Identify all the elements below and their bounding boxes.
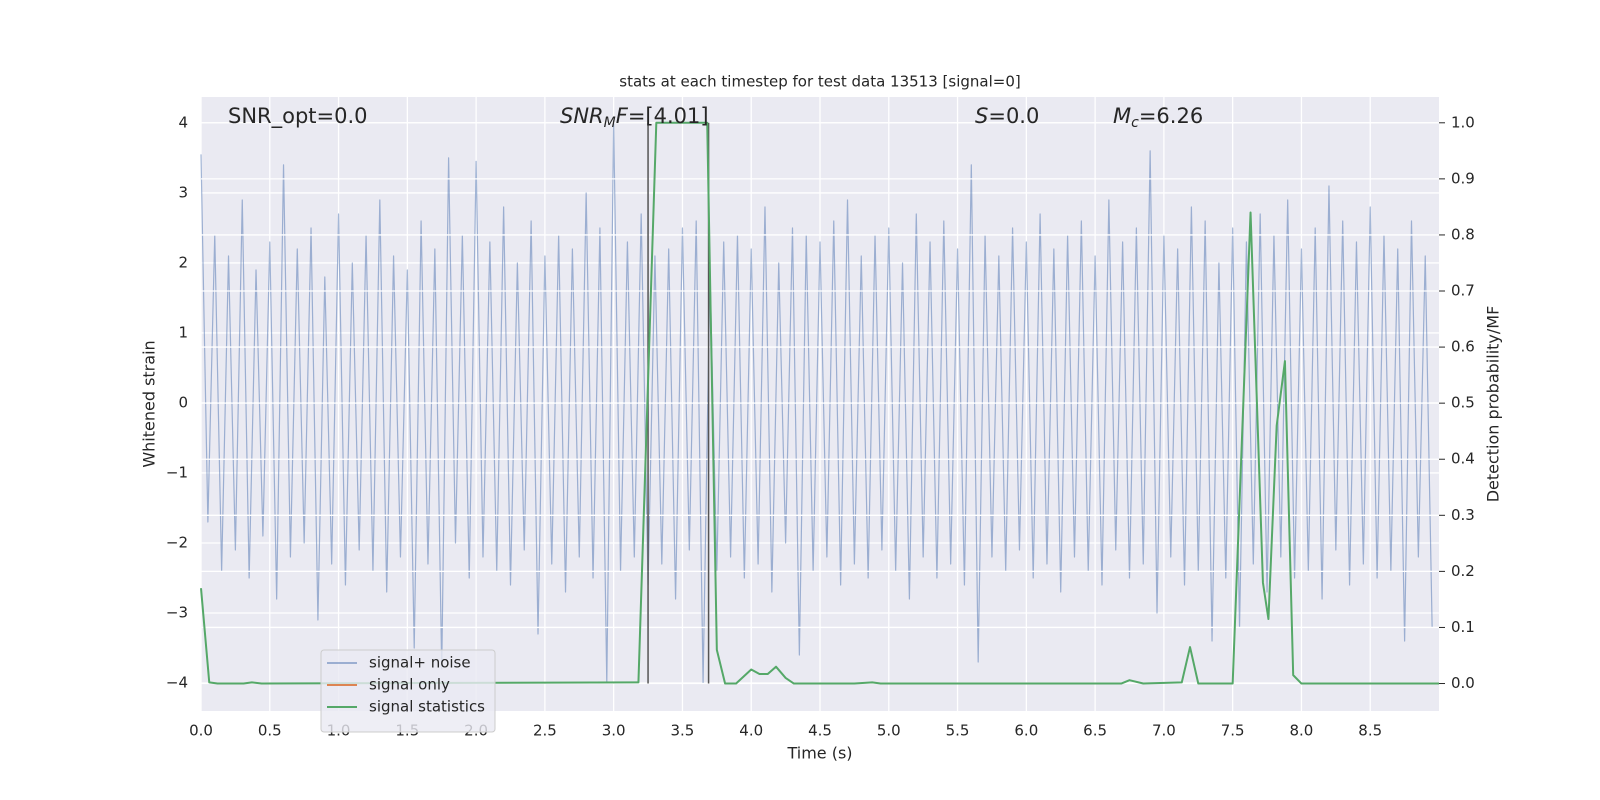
annotation: Mc​=6.26 <box>1113 104 1203 131</box>
x-tick-label: 8.5 <box>1358 722 1382 740</box>
y2-tick-label: 0.9 <box>1451 169 1475 187</box>
y2-tick-label: 0.0 <box>1451 674 1475 692</box>
annotation-italic: SNR <box>560 104 604 128</box>
annotation-italic: S <box>975 104 988 128</box>
legend-label: signal+ noise <box>369 654 471 672</box>
annotation-italic: F <box>616 104 629 128</box>
y2-tick-label: 0.1 <box>1451 618 1475 636</box>
x-tick-label: 7.5 <box>1221 722 1245 740</box>
y2-tick-label: 0.6 <box>1451 338 1475 356</box>
annotation-text: =0.0 <box>988 104 1039 128</box>
annotation: SNRM​F=[4.01] <box>560 104 709 131</box>
y2-tick-label: 0.5 <box>1451 394 1475 412</box>
legend-box <box>320 649 496 733</box>
y-tick-label: 4 <box>178 113 188 131</box>
series-line <box>200 122 1433 684</box>
y2-tick-label: 0.3 <box>1451 506 1475 524</box>
legend-label: signal only <box>369 676 450 694</box>
x-tick-label: 4.0 <box>739 722 763 740</box>
annotation: SNR_opt=0.0 <box>228 104 368 129</box>
series-line <box>200 121 1439 685</box>
x-tick-label: 0.0 <box>189 722 213 740</box>
y-tick-label: 0 <box>178 393 188 411</box>
x-tick-label: 8.0 <box>1290 722 1314 740</box>
y2-tick-label: 0.8 <box>1451 225 1475 243</box>
x-tick-label: 3.5 <box>671 722 695 740</box>
y-tick-label: −3 <box>166 603 188 621</box>
annotation-sub: M <box>604 115 616 131</box>
x-tick-label: 2.5 <box>533 722 557 740</box>
annotation-text: =[4.01] <box>628 104 709 128</box>
x-tick-label: 0.5 <box>258 722 282 740</box>
x-tick-label: 5.0 <box>877 722 901 740</box>
y-tick-label: 3 <box>178 183 188 201</box>
annotation-italic: M <box>1113 104 1131 128</box>
x-tick-label: 5.5 <box>946 722 970 740</box>
annotation-text: =6.26 <box>1139 104 1203 128</box>
x-axis-label: Time (s) <box>786 744 852 763</box>
x-tick-label: 6.0 <box>1014 722 1038 740</box>
x-tick-label: 4.5 <box>808 722 832 740</box>
annotation-text: SNR_opt=0.0 <box>228 104 368 129</box>
y-tick-label: −2 <box>166 533 188 551</box>
y2-tick-label: 1.0 <box>1451 113 1475 131</box>
annotation-sub: c <box>1131 115 1139 131</box>
y-axis-label: Whitened strain <box>140 340 159 467</box>
chart-title: stats at each timestep for test data 135… <box>619 73 1020 91</box>
legend-label: signal statistics <box>369 698 485 716</box>
y2-tick-label: 0.7 <box>1451 282 1475 300</box>
x-tick-label: 7.0 <box>1152 722 1176 740</box>
y2-tick-label: 0.2 <box>1451 562 1475 580</box>
annotation: S=0.0 <box>975 104 1039 128</box>
y-tick-label: 2 <box>178 253 188 271</box>
y-tick-label: −1 <box>166 463 188 481</box>
y2-tick-label: 0.4 <box>1451 450 1475 468</box>
y-tick-label: 1 <box>178 323 188 341</box>
y2-axis-label: Detection probability/MF <box>1484 306 1503 503</box>
y-tick-label: −4 <box>166 673 188 691</box>
x-tick-label: 6.5 <box>1083 722 1107 740</box>
x-tick-label: 3.0 <box>602 722 626 740</box>
